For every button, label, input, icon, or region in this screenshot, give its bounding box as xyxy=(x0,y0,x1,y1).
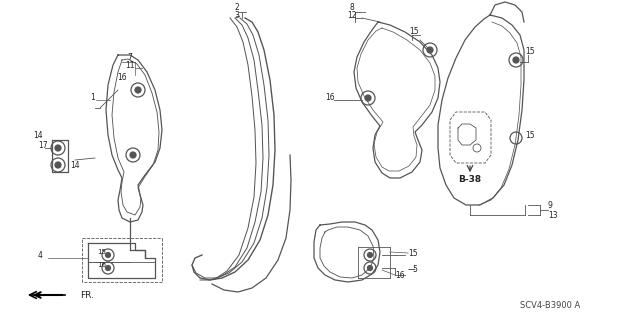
Text: 15: 15 xyxy=(408,249,418,257)
Text: —: — xyxy=(408,265,415,275)
Circle shape xyxy=(106,253,111,257)
Circle shape xyxy=(135,87,141,93)
Circle shape xyxy=(367,265,372,271)
Text: 16: 16 xyxy=(97,262,106,268)
Text: FR.: FR. xyxy=(80,291,94,300)
Text: 17: 17 xyxy=(38,140,48,150)
Text: 15: 15 xyxy=(409,27,419,36)
Text: 5: 5 xyxy=(412,265,417,275)
Text: 2: 2 xyxy=(235,4,239,12)
Circle shape xyxy=(513,57,519,63)
Text: B-38: B-38 xyxy=(458,175,481,184)
Circle shape xyxy=(55,162,61,168)
Text: 14: 14 xyxy=(33,130,43,139)
Text: 11: 11 xyxy=(125,62,135,70)
Text: 1: 1 xyxy=(91,93,95,102)
Text: 16: 16 xyxy=(325,93,335,102)
Text: 12: 12 xyxy=(348,11,356,20)
Text: 3: 3 xyxy=(235,11,239,19)
Circle shape xyxy=(365,95,371,101)
Text: 7: 7 xyxy=(127,54,132,63)
Text: 13: 13 xyxy=(548,211,557,219)
Text: 15: 15 xyxy=(525,130,535,139)
Text: 4: 4 xyxy=(38,250,42,259)
Text: 16: 16 xyxy=(117,73,127,83)
Text: 14: 14 xyxy=(70,160,80,169)
Circle shape xyxy=(427,47,433,53)
Text: 9: 9 xyxy=(548,201,553,210)
Circle shape xyxy=(106,265,111,271)
Text: 15: 15 xyxy=(525,48,535,56)
Text: 15: 15 xyxy=(97,249,106,255)
Text: 16: 16 xyxy=(395,271,404,279)
Circle shape xyxy=(367,253,372,257)
Text: 8: 8 xyxy=(349,4,355,12)
Circle shape xyxy=(55,145,61,151)
Text: SCV4-B3900 A: SCV4-B3900 A xyxy=(520,300,580,309)
Circle shape xyxy=(130,152,136,158)
